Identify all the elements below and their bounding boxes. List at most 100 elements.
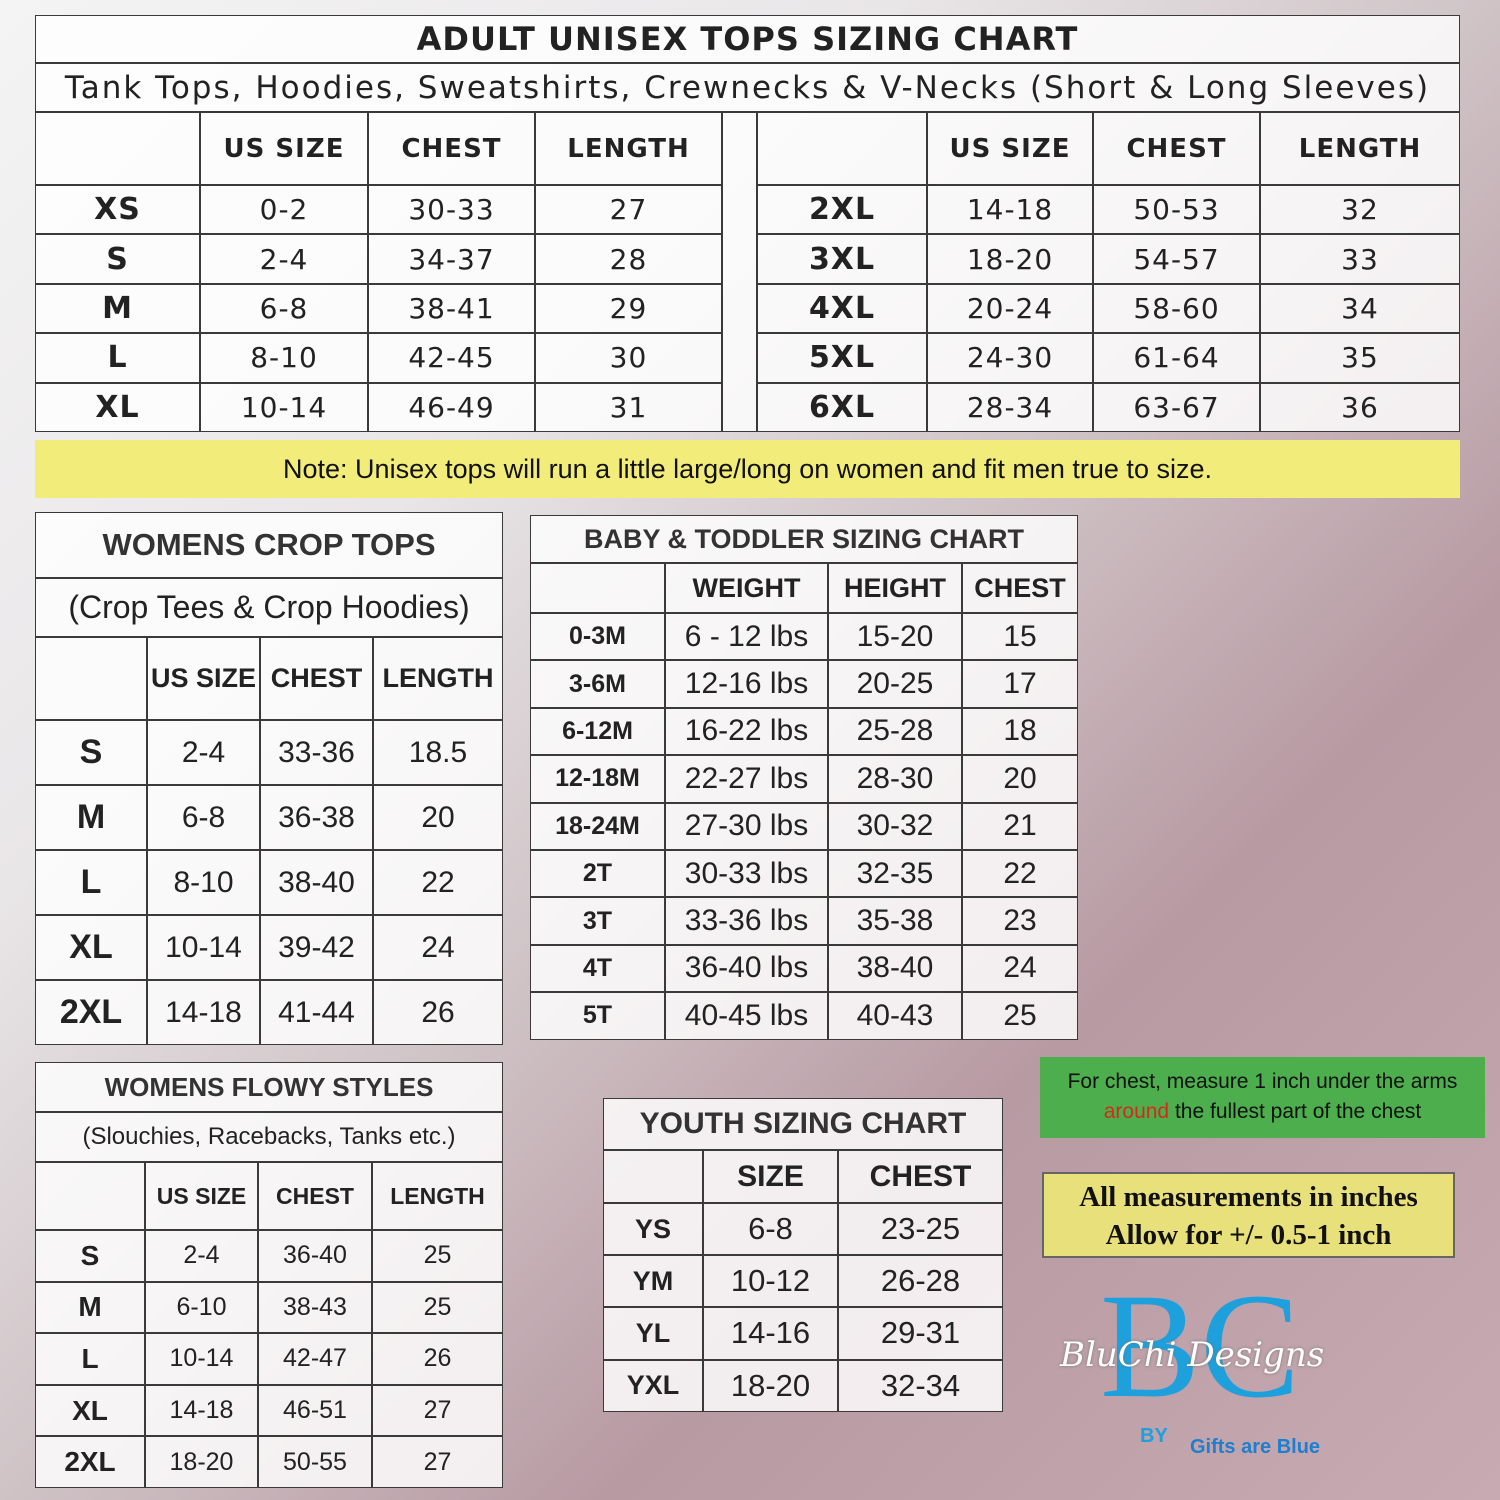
- column-header: HEIGHT: [828, 563, 962, 613]
- table-cell: 41-44: [260, 980, 373, 1045]
- table-cell: 12-16 lbs: [665, 660, 828, 708]
- table-cell: 33-36: [260, 720, 373, 785]
- row-label: YL: [603, 1307, 703, 1360]
- logo: B C BluChi Designs BY Gifts are Blue: [1060, 1263, 1380, 1470]
- table-cell: 10-14: [145, 1333, 258, 1385]
- logo-script: BluChi Designs: [1060, 1335, 1325, 1375]
- table-cell: 26: [372, 1333, 503, 1385]
- table-cell: 2-4: [145, 1230, 258, 1282]
- table-cell: 14-16: [703, 1307, 838, 1360]
- table-cell: 20-25: [828, 660, 962, 708]
- row-label: 5XL: [757, 333, 927, 383]
- table-cell: 29: [535, 283, 722, 334]
- table-cell: 35: [1260, 333, 1460, 383]
- table-cell: 8-10: [200, 333, 368, 383]
- table-cell: 10-12: [703, 1255, 838, 1308]
- table-cell: 24-30: [927, 333, 1093, 383]
- column-header: LENGTH: [1260, 112, 1460, 185]
- table-cell: 0-2: [200, 185, 368, 235]
- column-header: US SIZE: [145, 1162, 258, 1230]
- row-label: YS: [603, 1203, 703, 1256]
- row-label: XL: [35, 1384, 145, 1437]
- header-blank: [530, 563, 665, 613]
- row-label: 5T: [530, 992, 665, 1040]
- table-cell: 26-28: [838, 1255, 1003, 1308]
- measurement-line: Allow for +/- 0.5-1 inch: [1105, 1219, 1392, 1251]
- table-cell: 6-8: [703, 1203, 838, 1256]
- row-label: 6XL: [757, 382, 927, 432]
- row-label: XS: [35, 185, 200, 235]
- header-blank: [35, 1162, 145, 1230]
- table-title: WOMENS CROP TOPS: [35, 512, 503, 578]
- table-cell: 31: [535, 382, 722, 432]
- row-label: 2XL: [757, 185, 927, 235]
- table-title: ADULT UNISEX TOPS SIZING CHART: [35, 15, 1460, 63]
- row-label: 12-18M: [530, 755, 665, 803]
- table-subtitle: (Crop Tees & Crop Hoodies): [35, 578, 503, 637]
- row-label: YM: [603, 1255, 703, 1308]
- table-cell: 18: [962, 707, 1078, 756]
- table-cell: 18.5: [373, 720, 503, 785]
- row-label: 4XL: [757, 283, 927, 334]
- row-label: S: [35, 720, 147, 785]
- table-cell: 58-60: [1093, 283, 1260, 334]
- table-cell: 32: [1260, 185, 1460, 235]
- column-header: CHEST: [962, 563, 1078, 613]
- table-cell: 18-20: [927, 234, 1093, 284]
- table-cell: 28: [535, 234, 722, 284]
- table-cell: 25: [372, 1230, 503, 1282]
- chest-note: For chest, measure 1 inch under the arms…: [1040, 1057, 1485, 1138]
- note-text: Note: Unisex tops will run a little larg…: [283, 453, 1212, 484]
- table-cell: 33-36 lbs: [665, 897, 828, 945]
- header-blank: [35, 637, 147, 720]
- column-header: CHEST: [260, 637, 373, 720]
- table-cell: 25-28: [828, 707, 962, 756]
- header-blank: [757, 112, 927, 185]
- column-header: LENGTH: [373, 637, 503, 720]
- column-header: US SIZE: [200, 112, 368, 185]
- table-cell: 32-35: [828, 850, 962, 898]
- row-label: XL: [35, 382, 200, 432]
- measurement-note: All measurements in inches Allow for +/-…: [1042, 1172, 1455, 1258]
- table-cell: 29-31: [838, 1307, 1003, 1360]
- table-cell: 23-25: [838, 1203, 1003, 1256]
- table-cell: 36-40: [258, 1230, 372, 1282]
- table-cell: 46-49: [368, 382, 535, 432]
- table-cell: 15: [962, 613, 1078, 661]
- table-cell: 22: [962, 850, 1078, 898]
- table-cell: 36-40 lbs: [665, 944, 828, 993]
- column-header: WEIGHT: [665, 563, 828, 613]
- table-cell: 18-20: [703, 1359, 838, 1412]
- table-cell: 25: [962, 992, 1078, 1040]
- table-cell: 20-24: [927, 283, 1093, 334]
- header-blank: [35, 112, 200, 185]
- note-bar: Note: Unisex tops will run a little larg…: [35, 440, 1460, 498]
- table-cell: 2-4: [200, 234, 368, 284]
- row-label: M: [35, 785, 147, 850]
- row-label: L: [35, 1333, 145, 1385]
- header-blank: [603, 1150, 703, 1203]
- table-cell: 20: [373, 785, 503, 850]
- row-label: 4T: [530, 944, 665, 993]
- row-label: S: [35, 1230, 145, 1282]
- table-cell: 42-45: [368, 333, 535, 383]
- chest-note-text: the fullest part of the chest: [1174, 1100, 1422, 1123]
- table-cell: 27: [535, 185, 722, 235]
- row-label: 2XL: [35, 980, 147, 1045]
- table-cell: 38-40: [828, 944, 962, 993]
- table-cell: 36: [1260, 382, 1460, 432]
- table-cell: 14-18: [927, 185, 1093, 235]
- table-cell: 38-41: [368, 283, 535, 334]
- table-cell: 28-34: [927, 382, 1093, 432]
- table-cell: 28-30: [828, 755, 962, 803]
- table-cell: 27: [372, 1436, 503, 1488]
- table-cell: 27-30 lbs: [665, 802, 828, 850]
- table-cell: 32-34: [838, 1359, 1003, 1412]
- row-label: 3-6M: [530, 660, 665, 708]
- table-cell: 61-64: [1093, 333, 1260, 383]
- column-header: CHEST: [1093, 112, 1260, 185]
- table-cell: 8-10: [147, 850, 260, 915]
- table-cell: 6 - 12 lbs: [665, 613, 828, 661]
- row-label: L: [35, 850, 147, 915]
